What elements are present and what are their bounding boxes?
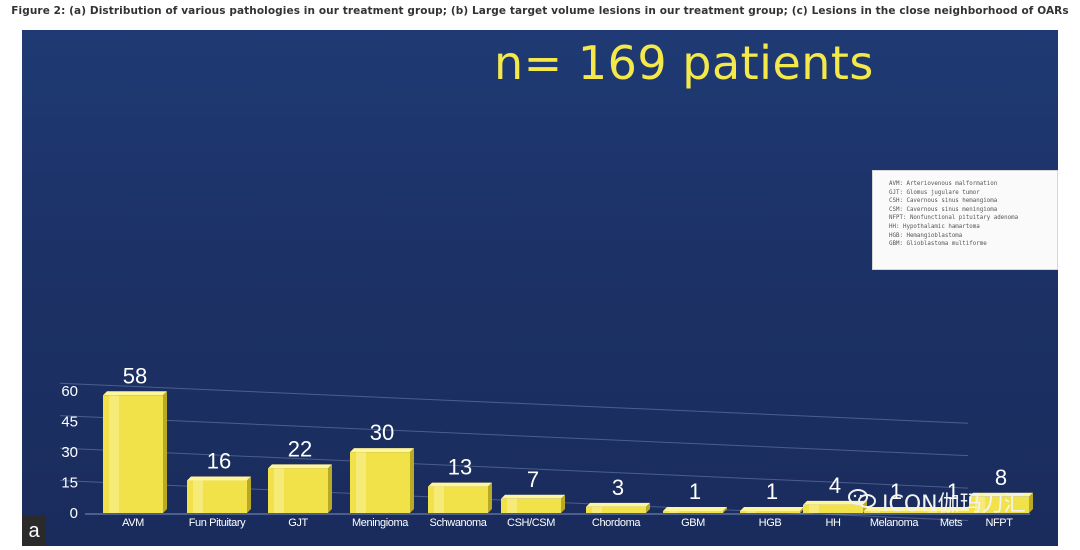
y-axis-ticks: 0 15 30 45 60 [61,383,78,522]
legend-entry: NFPT: Nonfunctional pituitary adenoma [889,215,1019,222]
category-label: Fun Pituitary [189,517,246,529]
bar [187,476,251,513]
data-label: 1 [689,479,701,504]
chart-title: n= 169 patients [494,36,874,90]
category-label: GJT [288,517,308,529]
y-tick-label: 15 [61,475,78,492]
legend-entry: CSH: Cavernous sinus hemangioma [889,198,998,205]
bar [586,502,650,513]
y-tick-label: 45 [61,414,78,431]
bar [501,494,565,513]
bars [103,391,1033,513]
data-label: 4 [829,473,841,498]
figure-caption: Figure 2: (a) Distribution of various pa… [11,5,1069,17]
data-label: 1 [890,479,902,504]
category-label: Melanoma [870,517,919,529]
category-label: NFPT [985,517,1013,529]
category-labels: AVM Fun Pituitary GJT Meningioma Schwanoma CS… [122,517,1014,529]
abbreviation-legend: AVM: Arteriovenous malformation GJT: Glom… [872,170,1058,270]
data-label: 30 [370,420,394,445]
data-label: 7 [527,467,539,492]
bar [740,506,804,513]
category-label: HH [825,517,841,529]
category-label: Meningioma [352,517,409,529]
wechat-icon [848,489,876,508]
bar [969,492,1033,513]
legend-entry: AVM: Arteriovenous malformation [889,181,998,187]
grid-line [59,415,969,457]
legend-entry: CSM: Cavernous sinus meningioma [889,206,998,213]
data-label: 16 [207,449,231,474]
data-label: 58 [123,363,147,388]
y-tick-label: 30 [61,444,78,461]
y-tick-label: 60 [61,383,78,400]
data-label: 1 [766,479,778,504]
category-label: Chordoma [592,517,641,529]
data-label: 1 [947,479,959,504]
data-label: 13 [448,455,472,480]
bar [103,391,167,513]
watermark: ICON伽玛刀汇 [848,484,1058,518]
category-label: Mets [940,517,963,529]
category-label: CSH/CSM [507,517,555,529]
data-labels: 58 16 22 30 13 7 3 1 1 4 1 1 8 [123,363,1007,504]
data-label: 8 [995,465,1007,490]
bar [268,464,332,513]
legend-entry: GBM: Glioblastoma multiforme [889,241,987,248]
y-tick-label: 0 [70,505,78,522]
bar [350,448,414,513]
watermark-text: ICON伽玛刀汇 [882,492,1026,517]
legend-entry: GJT: Glomus jugulare tumor [889,189,980,196]
grid-line [59,382,969,424]
chart-panel [22,30,1058,546]
bar [428,482,492,513]
category-label: Schwanoma [430,517,488,529]
legend-entry: HH: Hypothalamic hamartoma [889,223,980,230]
category-label: HGB [759,517,782,529]
bar [663,506,727,513]
category-label: AVM [122,517,144,529]
grid-line [59,447,969,489]
legend-entry: HGB: Hemangioblastoma [889,232,963,239]
data-label: 3 [612,475,624,500]
panel-label: a [22,516,46,546]
category-label: GBM [681,517,705,529]
data-label: 22 [288,436,312,461]
